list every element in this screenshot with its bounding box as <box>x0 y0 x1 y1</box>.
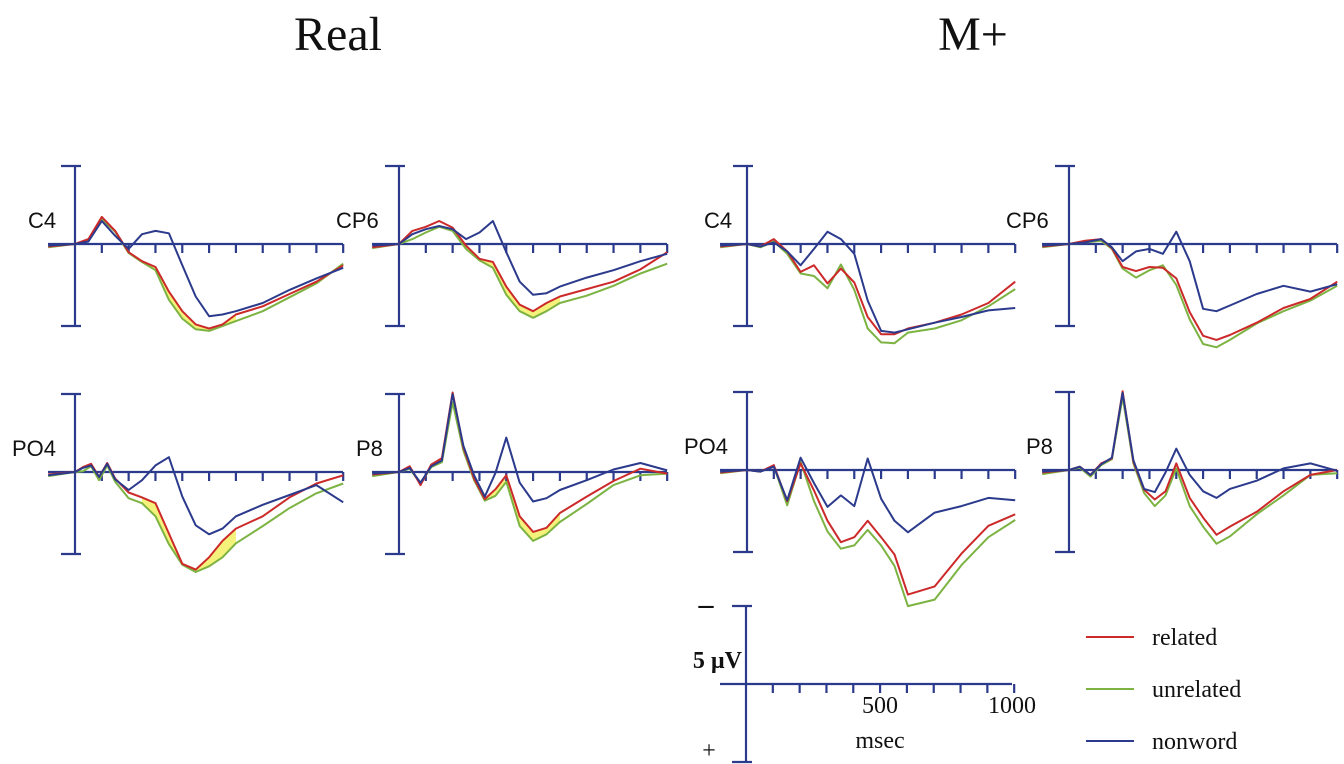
series-line-nonword <box>1042 391 1338 499</box>
series-line-related <box>1042 238 1338 341</box>
series-line-nonword <box>1042 230 1338 313</box>
series-line-nonword <box>720 230 1016 334</box>
electrode-label: P8 <box>356 436 383 461</box>
electrode-panels: C4 CP6 PO4 P8 C4 CP6 PO4 P8 <box>12 164 1339 608</box>
electrode-label: PO4 <box>684 434 728 459</box>
series-line-nonword <box>48 456 344 536</box>
series-line-unrelated <box>372 225 668 319</box>
series-line-related <box>372 391 668 533</box>
series-line-nonword <box>372 393 668 503</box>
legend-label-related: related <box>1152 625 1217 651</box>
legend-label-unrelated: unrelated <box>1152 677 1241 703</box>
panel-mplus-cp6: CP6 <box>1006 164 1339 349</box>
series-line-related <box>720 462 1016 596</box>
panel-real-c4: C4 <box>28 164 345 332</box>
series-line-nonword <box>720 456 1016 534</box>
series-line-unrelated <box>1042 239 1338 349</box>
panel-mplus-c4: C4 <box>704 164 1017 345</box>
series-line-nonword <box>372 220 668 296</box>
scale-amplitude-label: 5 µV <box>693 648 743 674</box>
series-line-related <box>372 220 668 313</box>
electrode-label: CP6 <box>1006 208 1049 233</box>
electrode-label: C4 <box>704 208 732 233</box>
series-line-unrelated <box>720 460 1016 608</box>
legend-label-nonword: nonword <box>1152 729 1237 755</box>
series-line-unrelated <box>720 240 1016 345</box>
scale-tick-label-500: 500 <box>862 693 898 719</box>
panel-mplus-p8: P8 <box>1026 390 1339 554</box>
panel-real-p8: P8 <box>356 391 669 556</box>
scale-minus-sign: – <box>698 588 715 621</box>
panel-real-po4: PO4 <box>12 392 345 573</box>
series-line-related <box>48 215 344 330</box>
electrode-label: CP6 <box>336 208 379 233</box>
series-line-nonword <box>48 220 344 318</box>
electrode-label: P8 <box>1026 434 1053 459</box>
series-line-unrelated <box>1042 396 1338 545</box>
electrode-label: C4 <box>28 208 56 233</box>
panel-real-cp6: CP6 <box>336 164 669 328</box>
legend: related unrelated nonword <box>1086 625 1241 755</box>
series-line-related <box>720 238 1016 336</box>
panel-mplus-po4: PO4 <box>684 390 1017 608</box>
group-title-m-plus: M+ <box>938 8 1008 61</box>
scale-tick-label-1000: 1000 <box>988 693 1036 719</box>
group-title-real: Real <box>294 8 382 61</box>
series-line-related <box>48 462 344 571</box>
scale-x-label: msec <box>855 728 904 754</box>
scale-bar: – 5 µV + 500 1000 msec <box>693 588 1036 764</box>
difference-shading <box>466 245 560 318</box>
series-line-related <box>1042 390 1338 536</box>
electrode-label: PO4 <box>12 436 56 461</box>
series-line-unrelated <box>48 464 344 573</box>
scale-plus-sign: + <box>702 738 716 764</box>
